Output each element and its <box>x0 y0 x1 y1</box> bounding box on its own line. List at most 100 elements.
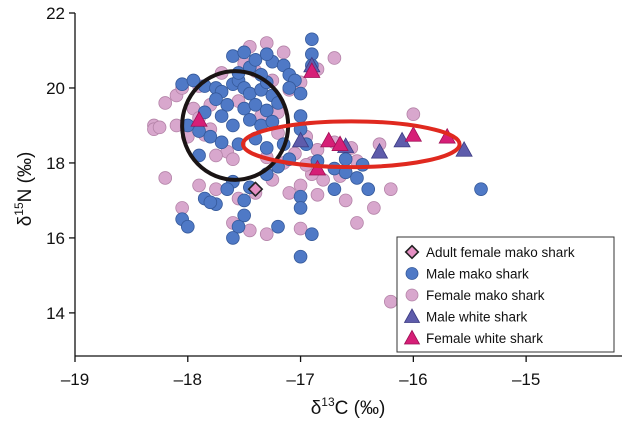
female-mako-shark-point <box>406 107 421 122</box>
female-mako-shark-point <box>383 294 398 309</box>
female-mako-shark-point <box>259 227 274 241</box>
legend-marker-male-mako-shark <box>405 267 419 280</box>
legend-label-female-white-shark: Female white shark <box>426 331 543 346</box>
male-mako-shark-point <box>271 219 285 234</box>
male-mako-shark-point <box>203 195 218 210</box>
male-mako-shark-point <box>293 249 308 264</box>
male-mako-shark-point <box>293 86 308 101</box>
y-tick-label: 20 <box>46 79 65 98</box>
x-tick-label: –19 <box>61 370 89 389</box>
legend-frame <box>396 236 615 353</box>
male-mako-shark-point <box>259 141 274 155</box>
male-mako-shark-point <box>237 45 251 60</box>
male-mako-shark-point <box>237 208 251 223</box>
male-mako-shark-point <box>293 201 308 215</box>
legend-marker-female-mako-shark <box>405 288 419 302</box>
female-mako-shark-point <box>158 96 173 110</box>
male-mako-shark-point <box>226 231 240 245</box>
male-mako-shark-point <box>243 86 257 101</box>
female-mako-shark-point <box>293 221 308 236</box>
x-axis-label-sup: 13 <box>321 395 335 409</box>
legend-marker-adult-female-mako-shark <box>404 244 420 260</box>
y-axis-label: δ15N (‰) <box>12 152 36 227</box>
female-mako-shark-point <box>350 216 364 230</box>
male-mako-shark-point <box>248 98 263 112</box>
male-mako-shark-point <box>259 103 274 118</box>
male-mako-shark-point <box>220 182 235 196</box>
female-mako-shark-point <box>152 120 167 135</box>
x-axis-label-suffix: C (‰) <box>335 398 386 419</box>
female-mako-shark-point <box>327 51 342 65</box>
axes <box>69 12 622 362</box>
male-mako-shark-point <box>237 193 251 208</box>
male-mako-shark-point <box>282 81 297 95</box>
points-layer <box>147 32 488 309</box>
female-white-shark-point <box>331 135 349 152</box>
male-mako-shark-point <box>327 182 342 196</box>
male-mako-shark-point <box>226 118 240 133</box>
female-mako-shark-point <box>158 171 173 185</box>
male-mako-shark-point <box>361 182 376 196</box>
x-tick-label: –17 <box>286 370 314 389</box>
male-mako-shark-point <box>203 129 218 144</box>
male-white-shark-point <box>370 142 389 159</box>
male-mako-shark-point <box>248 53 263 67</box>
female-white-shark-point <box>320 131 338 148</box>
y-tick-label: 16 <box>46 229 65 248</box>
female-white-shark-point <box>303 62 321 78</box>
y-axis-label-sup: 15 <box>12 202 26 216</box>
male-mako-shark-point <box>175 77 189 92</box>
male-mako-shark-point <box>305 227 319 241</box>
y-axis-label-prefix: δ <box>15 216 36 227</box>
tick-labels: –19 –18 –17 –16 –15 14 16 18 20 22 <box>46 4 540 389</box>
y-tick-label: 14 <box>46 304 65 323</box>
female-white-shark-point <box>404 126 423 142</box>
female-mako-shark-point <box>209 148 223 163</box>
legend-label-female-mako-shark: Female mako shark <box>426 288 545 303</box>
x-axis-label: δ13C (‰) <box>311 395 386 419</box>
female-white-shark-point <box>190 111 208 127</box>
x-tick-label: –16 <box>399 370 427 389</box>
red-ellipse <box>241 119 462 170</box>
legend-label-adult-female-mako-shark: Adult female mako shark <box>426 245 575 260</box>
x-tick-label: –15 <box>512 370 540 389</box>
male-mako-shark-point <box>214 109 229 123</box>
y-tick-label: 18 <box>46 154 65 173</box>
female-mako-shark-point <box>338 193 353 208</box>
male-mako-shark-point <box>214 135 229 150</box>
legend-marker-male-white-shark <box>403 308 421 323</box>
adult-female-mako-shark-point <box>247 181 264 198</box>
legend: Adult female mako shark Male mako shark Fe… <box>396 236 615 353</box>
male-mako-shark-point <box>355 158 370 172</box>
x-axis-label-prefix: δ <box>311 398 322 419</box>
male-mako-shark-point <box>338 152 353 166</box>
male-mako-shark-point <box>209 92 223 107</box>
legend-label-male-mako-shark: Male mako shark <box>426 267 529 282</box>
x-tick-label: –18 <box>174 370 202 389</box>
male-mako-shark-point <box>226 49 240 63</box>
legend-marker-female-white-shark <box>403 329 421 345</box>
male-mako-shark-point <box>350 171 364 185</box>
male-mako-shark-point <box>305 32 319 47</box>
male-mako-shark-point <box>293 109 308 123</box>
male-mako-shark-point <box>259 47 274 62</box>
y-tick-label: 22 <box>46 4 65 23</box>
male-mako-shark-point <box>186 73 201 88</box>
female-mako-shark-point <box>367 201 381 215</box>
ellipse-layer <box>180 69 462 182</box>
female-mako-shark-point <box>226 152 240 166</box>
female-mako-shark-point <box>276 45 291 60</box>
male-mako-shark-point <box>180 219 195 234</box>
male-mako-shark-point <box>243 113 257 127</box>
male-mako-shark-point <box>237 101 251 116</box>
female-mako-shark-point <box>282 186 297 200</box>
male-mako-shark-point <box>220 98 235 112</box>
female-mako-shark-point <box>383 182 398 196</box>
female-mako-shark-point <box>192 178 206 193</box>
legend-label-male-white-shark: Male white shark <box>426 310 528 325</box>
female-mako-shark-point <box>243 223 257 238</box>
male-white-shark-point <box>291 131 310 148</box>
male-mako-shark-point <box>474 182 488 196</box>
male-white-shark-point <box>455 141 473 157</box>
